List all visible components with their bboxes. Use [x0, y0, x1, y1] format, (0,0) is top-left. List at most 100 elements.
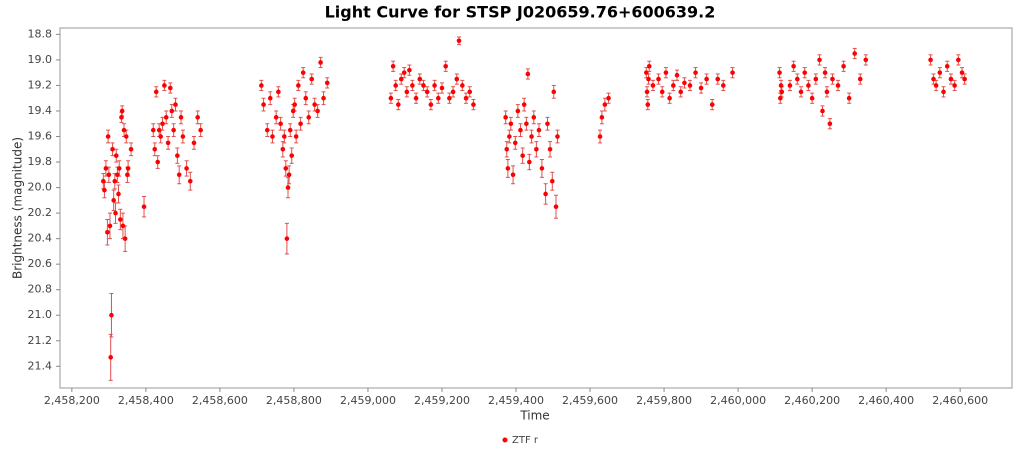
y-tick-label: 20.4 — [28, 232, 53, 245]
point — [510, 172, 516, 178]
point — [650, 83, 656, 88]
point — [962, 76, 967, 82]
point — [125, 166, 131, 171]
point — [536, 127, 542, 133]
point — [599, 115, 605, 120]
point — [152, 146, 158, 152]
point — [169, 108, 175, 114]
point — [107, 223, 113, 229]
point — [852, 51, 857, 56]
point — [777, 70, 782, 75]
point — [454, 76, 460, 82]
point — [153, 89, 159, 95]
point — [122, 236, 128, 241]
point — [687, 83, 693, 88]
point — [467, 89, 473, 95]
x-tick-label: 2,458,600 — [192, 394, 248, 407]
point — [306, 115, 312, 120]
x-tick-label: 2,459,200 — [414, 394, 470, 407]
point — [321, 95, 326, 101]
point — [393, 83, 399, 88]
point — [460, 83, 465, 88]
y-tick-label: 21.2 — [28, 334, 53, 347]
point — [286, 172, 292, 178]
point — [531, 115, 537, 120]
point — [456, 38, 462, 44]
point — [315, 108, 320, 114]
point — [312, 102, 317, 107]
point — [606, 95, 611, 101]
point — [125, 172, 130, 178]
legend-label: ZTF r — [512, 435, 539, 446]
point — [944, 63, 950, 69]
point — [931, 76, 936, 82]
point — [671, 83, 676, 88]
point — [520, 153, 525, 158]
point — [404, 89, 410, 95]
point — [116, 191, 121, 197]
point — [417, 76, 423, 82]
point — [555, 134, 560, 139]
point — [704, 76, 709, 82]
x-tick-label: 2,460,400 — [858, 394, 914, 407]
point — [787, 83, 793, 88]
point — [191, 140, 197, 146]
point — [101, 178, 106, 184]
point — [656, 76, 661, 82]
point — [160, 121, 165, 127]
point — [730, 70, 735, 75]
point — [119, 108, 125, 114]
point — [778, 83, 784, 88]
point — [512, 140, 518, 146]
point — [439, 85, 445, 91]
point — [698, 85, 704, 91]
point — [830, 76, 835, 82]
point — [259, 83, 264, 88]
y-tick-label: 21.4 — [28, 359, 53, 372]
point — [663, 70, 669, 75]
point — [292, 102, 297, 107]
point — [827, 121, 833, 127]
point — [959, 70, 965, 75]
point — [835, 83, 841, 88]
point — [287, 127, 293, 133]
point — [952, 83, 957, 88]
point — [309, 76, 314, 82]
point — [529, 134, 534, 139]
point — [283, 166, 289, 171]
point — [398, 76, 404, 82]
point — [120, 223, 126, 229]
point — [863, 57, 869, 63]
y-tick-label: 19.0 — [28, 53, 53, 66]
point — [928, 57, 933, 63]
point — [115, 172, 120, 178]
point — [421, 83, 426, 88]
point — [443, 63, 448, 69]
point — [646, 63, 652, 69]
point — [280, 146, 286, 152]
point — [267, 95, 273, 101]
point — [602, 102, 608, 107]
point — [645, 102, 651, 107]
point — [293, 134, 299, 139]
x-tick-label: 2,459,000 — [340, 394, 396, 407]
point — [121, 127, 127, 133]
point — [777, 95, 783, 101]
point — [806, 83, 811, 88]
y-tick-label: 20.8 — [28, 283, 53, 296]
point — [534, 146, 539, 152]
point — [678, 89, 684, 95]
point — [693, 70, 698, 75]
point — [857, 76, 863, 82]
point — [674, 72, 680, 78]
point — [553, 204, 559, 210]
point — [278, 121, 283, 127]
point — [463, 95, 469, 101]
point — [390, 63, 396, 69]
point — [515, 108, 521, 114]
point — [105, 229, 110, 235]
point — [261, 102, 266, 107]
point — [798, 89, 804, 95]
point — [165, 140, 171, 146]
point — [195, 115, 200, 120]
